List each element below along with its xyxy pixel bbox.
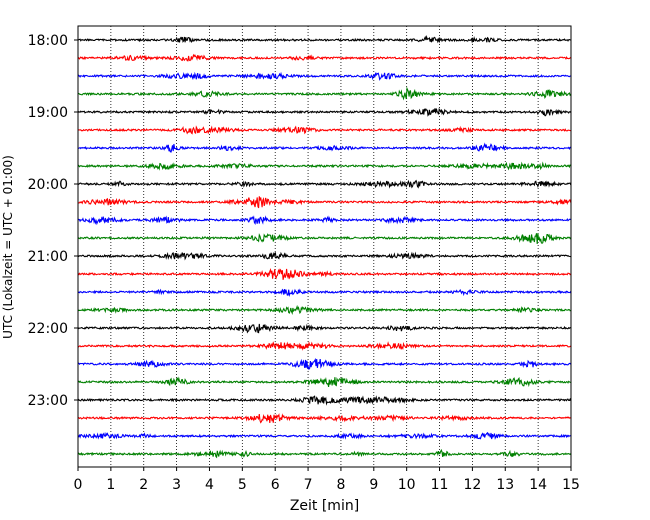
x-tick-label: 5 bbox=[238, 477, 247, 493]
x-tick-label: 4 bbox=[205, 477, 214, 493]
trace-2145 bbox=[77, 304, 572, 315]
trace-2030 bbox=[77, 215, 572, 226]
x-tick-label: 13 bbox=[496, 477, 514, 493]
x-tick-label: 14 bbox=[529, 477, 547, 493]
trace-2100 bbox=[77, 251, 571, 261]
y-axis-ticks: 18:00 19:00 20:00 21:00 22:00 23:00 bbox=[28, 33, 78, 409]
x-tick-label: 10 bbox=[398, 477, 416, 493]
x-tick-label: 8 bbox=[336, 477, 345, 493]
trace-1915 bbox=[77, 125, 571, 135]
x-axis-ticks: 0 1 2 3 4 5 6 7 8 9 10 11 12 13 14 15 bbox=[74, 467, 580, 493]
trace-1845 bbox=[77, 86, 572, 101]
y-tick-label: 19:00 bbox=[28, 105, 68, 121]
trace-1830 bbox=[77, 71, 571, 81]
x-tick-label: 11 bbox=[431, 477, 449, 493]
seismic-traces bbox=[77, 34, 572, 459]
trace-2300 bbox=[77, 395, 572, 406]
trace-2200 bbox=[77, 323, 571, 334]
trace-2315 bbox=[77, 413, 572, 424]
trace-1815 bbox=[77, 53, 572, 62]
x-tick-label: 3 bbox=[172, 477, 181, 493]
trace-2000 bbox=[77, 179, 572, 189]
y-tick-label: 23:00 bbox=[28, 393, 68, 409]
trace-1945 bbox=[77, 161, 572, 171]
trace-2230 bbox=[77, 357, 572, 371]
x-tick-label: 15 bbox=[562, 477, 580, 493]
x-tick-label: 2 bbox=[139, 477, 148, 493]
x-tick-label: 6 bbox=[271, 477, 280, 493]
y-tick-label: 21:00 bbox=[28, 249, 68, 265]
trace-1800 bbox=[77, 34, 571, 44]
trace-2330 bbox=[77, 431, 572, 440]
plot-frame bbox=[77, 25, 572, 468]
x-tick-label: 7 bbox=[304, 477, 313, 493]
x-tick-label: 1 bbox=[106, 477, 115, 493]
y-axis-label: UTC (Lokalzeit = UTC + 01:00) bbox=[1, 155, 15, 339]
y-tick-label: 18:00 bbox=[28, 33, 68, 49]
trace-1930 bbox=[77, 142, 572, 153]
x-axis-label: Zeit [min] bbox=[290, 498, 359, 514]
trace-2130 bbox=[77, 288, 572, 298]
trace-2245 bbox=[77, 376, 572, 388]
trace-2345 bbox=[77, 448, 572, 459]
x-tick-label: 0 bbox=[74, 477, 83, 493]
trace-2115 bbox=[77, 267, 572, 280]
trace-2045 bbox=[77, 233, 572, 245]
trace-2215 bbox=[77, 340, 572, 351]
x-tick-label: 12 bbox=[463, 477, 481, 493]
y-tick-label: 20:00 bbox=[28, 177, 68, 193]
x-tick-label: 9 bbox=[369, 477, 378, 493]
trace-2015 bbox=[77, 196, 572, 209]
trace-1900 bbox=[77, 107, 572, 117]
y-tick-label: 22:00 bbox=[28, 321, 68, 337]
